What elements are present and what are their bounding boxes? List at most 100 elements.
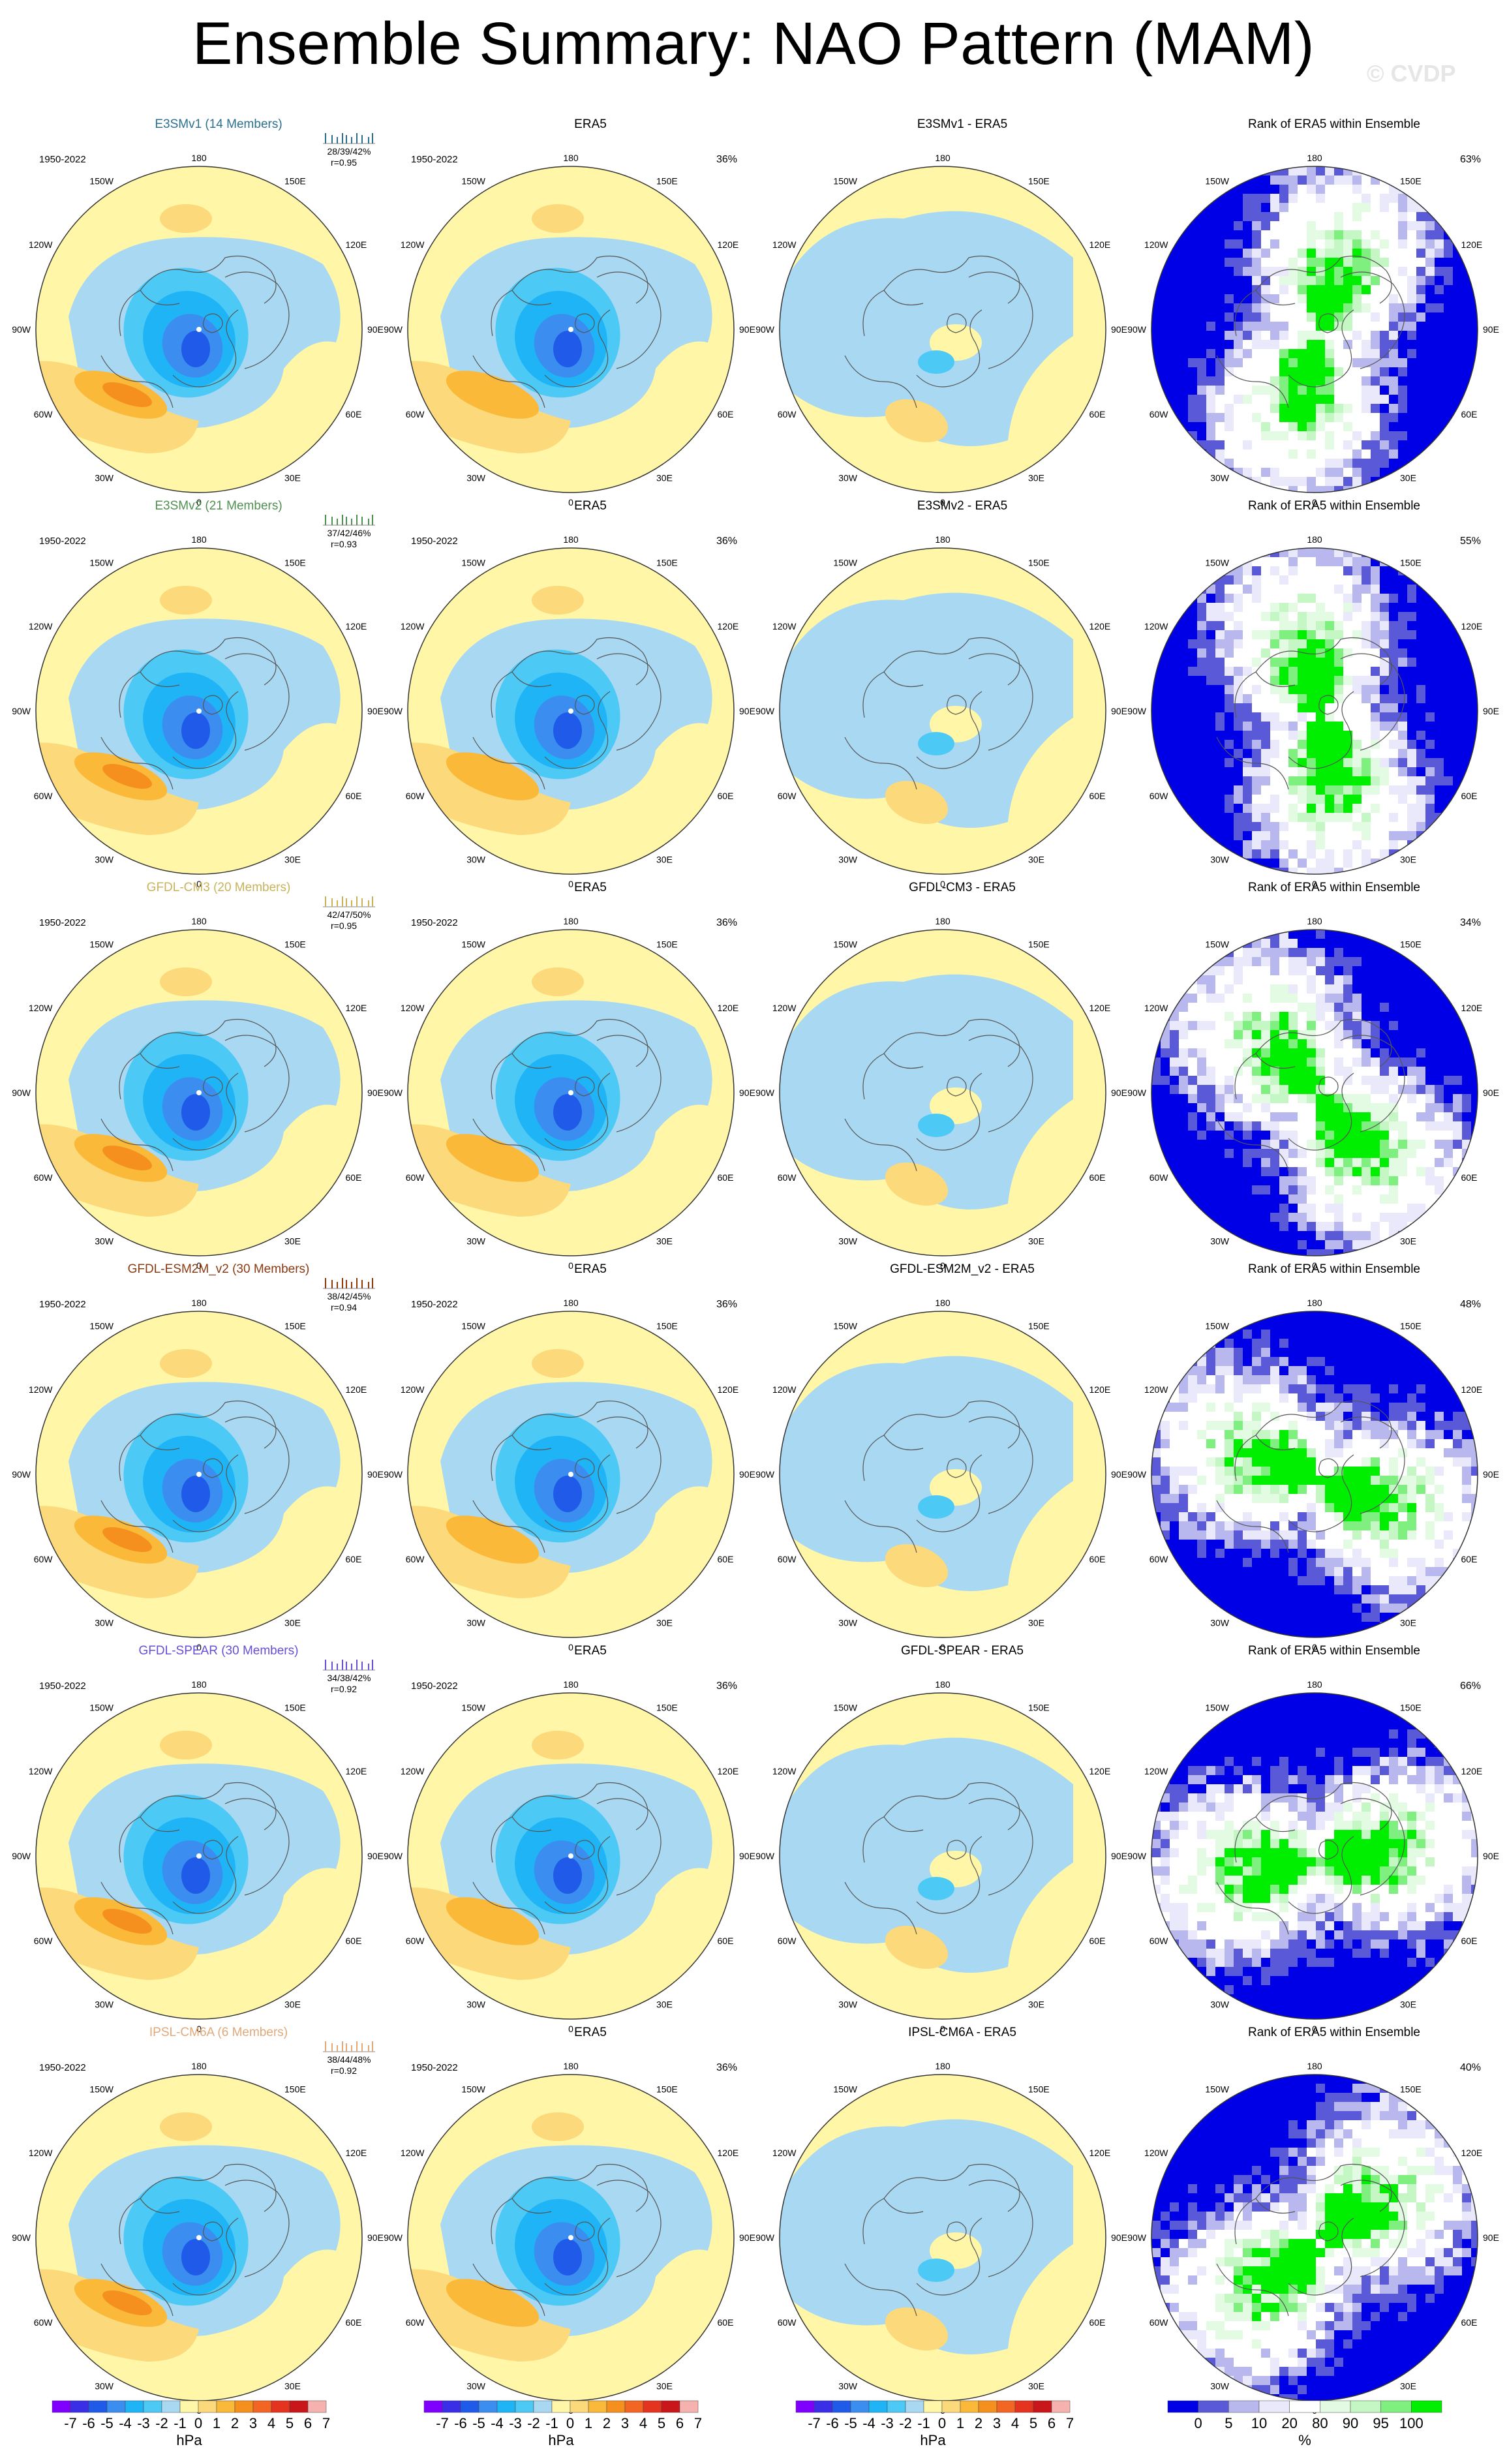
longitude-label: 120W xyxy=(772,2148,797,2158)
map-border xyxy=(779,1692,1106,2020)
longitude-label: 30W xyxy=(1210,473,1230,483)
coastline xyxy=(968,1798,1033,1896)
map-border xyxy=(779,547,1106,875)
longitude-label: 150E xyxy=(1028,176,1050,187)
coastline xyxy=(1318,695,1339,715)
longitude-label: 120W xyxy=(29,1766,53,1776)
longitude-label: 120W xyxy=(401,1003,425,1013)
panel-title: ERA5 xyxy=(574,117,607,131)
colorbar-tick-label: 3 xyxy=(249,2415,257,2431)
longitude-label: 150W xyxy=(833,176,857,187)
colorbar-tick-label: 6 xyxy=(676,2415,684,2431)
longitude-label: 180 xyxy=(191,534,207,545)
longitude-label: 150E xyxy=(656,2084,678,2095)
longitude-label: 90W xyxy=(384,1469,403,1480)
colorbar-tick-label: 2 xyxy=(975,2415,982,2431)
coastline xyxy=(1340,2180,1405,2277)
longitude-label: 30E xyxy=(284,1618,301,1628)
panel-title: ERA5 xyxy=(574,2026,607,2039)
longitude-label: 150W xyxy=(89,176,114,187)
coastline xyxy=(140,1018,277,1067)
colorbar-tick-label: -3 xyxy=(881,2415,894,2431)
longitude-label: 60E xyxy=(1089,1172,1106,1183)
map-border xyxy=(779,1311,1106,1638)
coastline xyxy=(883,1782,1020,1831)
longitude-label: 90W xyxy=(12,1469,31,1480)
period-label: 1950-2022 xyxy=(39,917,86,928)
panel-title: ERA5 xyxy=(574,881,607,894)
map-border xyxy=(35,929,363,1256)
longitude-label: 150W xyxy=(833,1321,857,1331)
longitude-label: 90E xyxy=(367,324,384,335)
member-distribution-icon xyxy=(323,133,375,144)
longitude-label: 120W xyxy=(401,2148,425,2158)
colorbar-graphic: -7 -6 -5 -4 -3 -2 -1 0 1 2 3 4 5 6 7 hPa xyxy=(795,2400,1074,2448)
colorbar-tick-label: -1 xyxy=(917,2415,930,2431)
polar-map: 180 0 90W 90E 150W 150E 120W 120E 60W 60E 30W 30E xyxy=(755,916,1127,1271)
variance-stats: 37/42/46% xyxy=(327,528,371,538)
coastline xyxy=(1340,1798,1405,1896)
longitude-label: 30E xyxy=(1400,855,1416,865)
coastline xyxy=(172,309,239,388)
longitude-label: 180 xyxy=(1307,1298,1322,1308)
map-border xyxy=(407,1692,735,2020)
longitude-label: 60E xyxy=(346,791,362,801)
longitude-label: 90E xyxy=(1483,324,1499,335)
longitude-label: 60W xyxy=(34,409,53,419)
colorbar-tick-label: 80 xyxy=(1312,2415,1328,2431)
longitude-label: 90W xyxy=(1127,1469,1147,1480)
longitude-label: 120E xyxy=(346,1003,367,1013)
coastline xyxy=(844,1881,917,1935)
coastline xyxy=(119,1053,180,1100)
longitude-label: 150E xyxy=(1028,939,1050,950)
polar-map: 180 0 90W 90E 150W 150E 120W 120E 60W 60E 30W 30E xyxy=(755,153,1127,508)
coastline xyxy=(544,1454,611,1532)
longitude-label: 150W xyxy=(461,558,485,568)
longitude-label: 150W xyxy=(1205,2084,1229,2095)
longitude-label: 150W xyxy=(461,1703,485,1713)
longitude-label: 150W xyxy=(833,2084,857,2095)
longitude-label: 120W xyxy=(772,1003,797,1013)
longitude-label: 180 xyxy=(191,1679,207,1690)
coastline xyxy=(575,695,595,715)
longitude-label: 30E xyxy=(1028,1236,1044,1247)
colorbar-tick-label: 4 xyxy=(1011,2415,1019,2431)
member-distribution-icon xyxy=(323,1278,375,1289)
longitude-label: 90E xyxy=(1111,1851,1127,1861)
longitude-label: 90E xyxy=(1111,324,1127,335)
longitude-label: 60E xyxy=(1461,1554,1478,1564)
longitude-label: 90W xyxy=(384,324,403,335)
longitude-label: 180 xyxy=(563,916,579,926)
longitude-label: 60E xyxy=(1461,2317,1478,2328)
coastline xyxy=(224,271,290,369)
longitude-label: 120E xyxy=(1461,1003,1483,1013)
polar-map: 180 0 90W 90E 150W 150E 120W 120E 60W 60E 30W 30E xyxy=(384,916,755,1271)
longitude-label: 60W xyxy=(406,1936,425,1946)
longitude-label: 120E xyxy=(718,621,739,631)
longitude-label: 120E xyxy=(346,239,367,250)
colorbar-tick-label: 100 xyxy=(1399,2415,1423,2431)
colorbar-tick-label: 0 xyxy=(1195,2415,1202,2431)
longitude-label: 180 xyxy=(563,2061,579,2071)
coastline xyxy=(1288,1836,1354,1914)
coastline xyxy=(1216,1881,1289,1935)
longitude-label: 60E xyxy=(718,1554,734,1564)
longitude-label: 0 xyxy=(940,1260,945,1271)
longitude-label: 30E xyxy=(1028,473,1044,483)
longitude-label: 90E xyxy=(1483,1851,1499,1861)
longitude-label: 120W xyxy=(772,621,797,631)
coastline xyxy=(472,1118,545,1172)
coastline xyxy=(575,1076,595,1097)
longitude-label: 90E xyxy=(367,1851,384,1861)
colorbar-tick-label: 20 xyxy=(1281,2415,1297,2431)
coastline xyxy=(968,1035,1033,1133)
longitude-label: 0 xyxy=(568,1260,573,1271)
longitude-label: 0 xyxy=(940,1642,945,1652)
map-border xyxy=(1151,166,1478,493)
coastline xyxy=(100,1500,174,1553)
field-layer xyxy=(780,1311,1106,1637)
polar-map: 180 0 90W 90E 150W 150E 120W 120E 60W 60E 30W 30E xyxy=(755,1679,1127,2034)
colorbar-tick-label: 3 xyxy=(621,2415,629,2431)
longitude-label: 60W xyxy=(778,2317,797,2328)
